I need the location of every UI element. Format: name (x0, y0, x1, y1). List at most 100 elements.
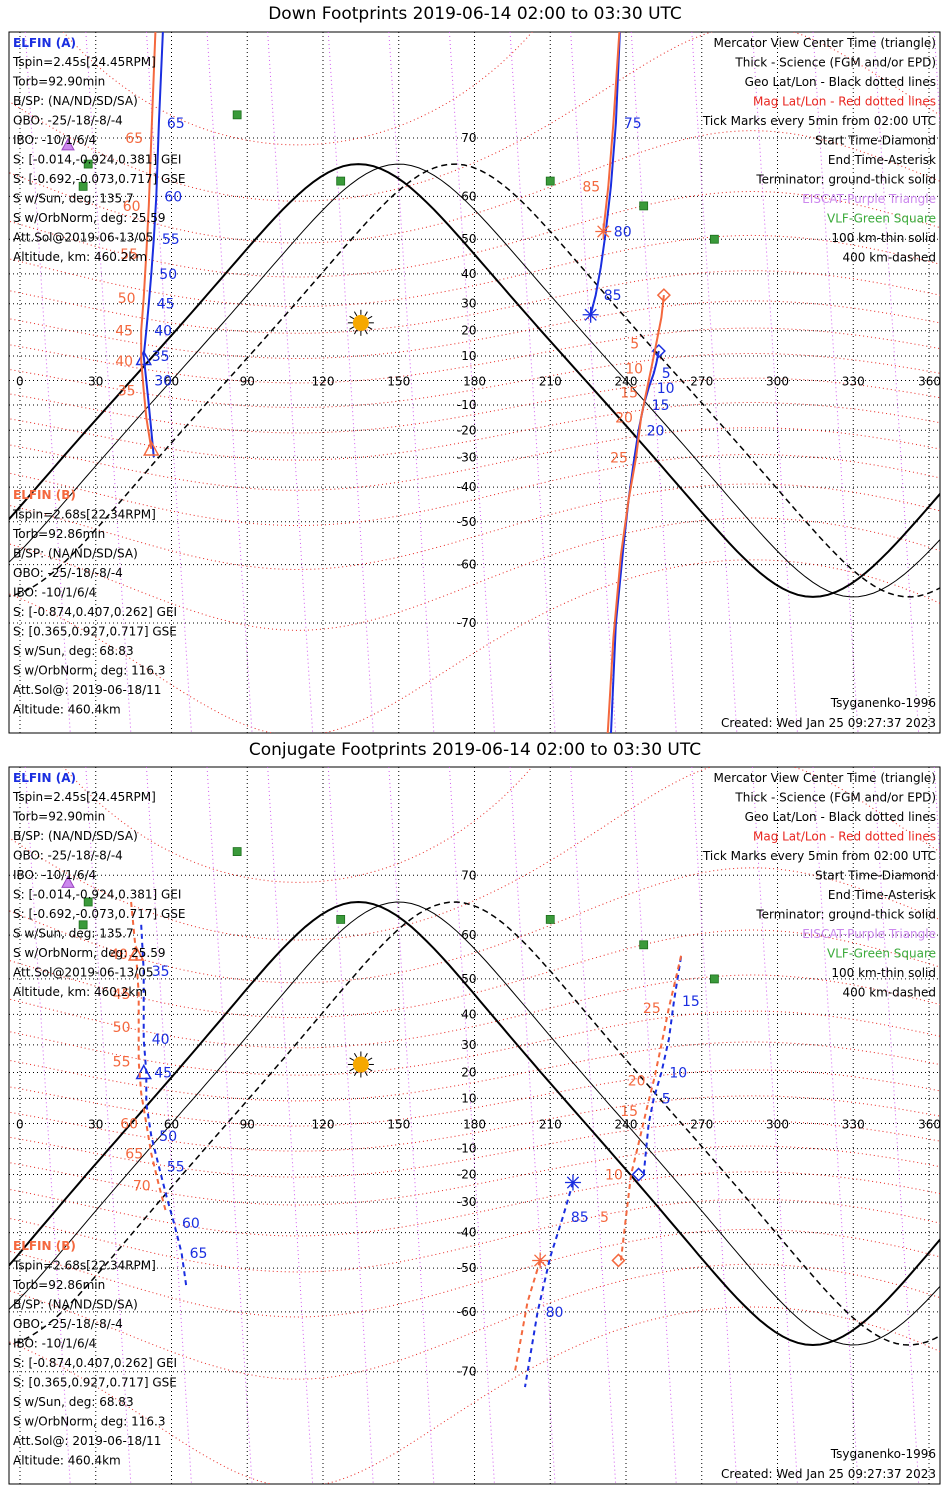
legend-entry: EISCAT-Purple Triangle (802, 927, 936, 941)
sun-icon (352, 1056, 369, 1073)
terminator-ground-curve (9, 163, 940, 598)
track-tick-label: 65 (167, 116, 185, 132)
model-label: Tsyganenko-1996 (830, 1447, 936, 1461)
elfin-b-info-line: Torb=92.86min (12, 527, 105, 541)
elfin-b-info-line: S: [-0.874,0.407,0.262] GEI (13, 1356, 177, 1370)
y-tick-label: -20 (457, 1167, 477, 1181)
x-tick-label: 60 (164, 1118, 179, 1132)
end-asterisk-marker (534, 1254, 547, 1267)
map-content: 0 30 60 90 120 150 180 210 240 270 300 330 360706050… (9, 767, 940, 1484)
track-tick-label: 55 (113, 1055, 131, 1071)
y-tick-label: 20 (461, 324, 476, 338)
x-tick-label: 180 (463, 1118, 486, 1132)
elfin-a-info-line: B/SP: (NA/ND/SD/SA) (13, 829, 138, 843)
mag-parallel (9, 1069, 940, 1127)
vlf-station-marker (83, 159, 93, 169)
track-tick-label: 45 (115, 324, 133, 340)
vlf-station-marker (545, 915, 555, 924)
end-asterisk-marker (584, 308, 597, 321)
chart-title-down: Down Footprints 2019-06-14 02:00 to 03:3… (268, 4, 682, 24)
mag-parallel (9, 234, 940, 308)
mag-parallel (62, 32, 533, 146)
created-timestamp: Created: Wed Jan 25 09:27:37 2023 (721, 1467, 936, 1481)
footprint-track-a (642, 953, 683, 1175)
y-tick-label: -40 (457, 1226, 477, 1240)
elfin-a-info-line: S w/Sun, deg: 135.7 (13, 192, 134, 206)
y-tick-label: 10 (461, 1091, 476, 1105)
mag-parallel (9, 300, 940, 360)
legend-entry: Geo Lat/Lon - Black dotted lines (745, 75, 936, 89)
sun-ray (364, 1071, 368, 1076)
x-tick-label: 300 (766, 375, 789, 389)
sun-ray (353, 311, 358, 317)
sun-ray (353, 1052, 358, 1058)
x-tick-label: 300 (766, 1118, 789, 1132)
y-tick-label: 20 (461, 1066, 476, 1080)
y-tick-label: -70 (457, 1365, 477, 1379)
track-tick-label: 20 (615, 411, 633, 427)
elfin-b-info-line: OBO: -25/-18/-8/-4 (13, 566, 123, 580)
elfin-a-info-line: Att.Sol@2019-06-13/05 (13, 966, 154, 980)
track-tick-label: 65 (125, 131, 143, 147)
vlf-station-marker (639, 201, 649, 211)
y-tick-label: -20 (457, 423, 477, 437)
legend-entry: 100 km-thin solid (831, 966, 936, 980)
mag-parallel (9, 401, 940, 461)
sun-icon (352, 314, 369, 331)
mag-parallel (9, 327, 940, 384)
center-triangle-marker (127, 945, 145, 961)
legend-entry: Mag Lat/Lon - Red dotted lines (753, 830, 936, 844)
footprint-track-b (619, 953, 683, 1261)
track-tick-label: 10 (657, 381, 675, 397)
elfin-b-info-line: Att.Sol@: 2019-06-18/11 (13, 683, 161, 697)
y-tick-label: 60 (461, 928, 476, 942)
mag-parallel (9, 453, 940, 527)
legend-entry: VLF-Green Square (827, 947, 936, 961)
elfin-a-info-line: IBO: -10/1/6/4 (13, 868, 96, 882)
map-frame (8, 766, 941, 1485)
elfin-b-info-line: Torb=92.86min (12, 1278, 105, 1292)
mag-parallel (9, 1198, 940, 1273)
end-asterisk-marker (597, 225, 610, 238)
sun-ray (353, 1071, 358, 1076)
track-tick-label: 15 (620, 1104, 638, 1120)
legend-entry: Start Time-Diamond (815, 869, 936, 883)
legend-entry: End Time-Asterisk (828, 153, 936, 167)
track-tick-label: 60 (164, 189, 182, 205)
track-tick-label: 50 (118, 291, 136, 307)
legend-entry: Terminator: ground-thick solid (755, 173, 936, 187)
mag-parallel (9, 559, 940, 733)
y-tick-label: -30 (457, 450, 477, 464)
elfin-b-info-line: S: [0.365,0.927,0.717] GSE (13, 1376, 177, 1390)
track-tick-label: 40 (154, 324, 172, 340)
x-tick-label: 150 (387, 1118, 410, 1132)
map-panel-down: 0 30 60 90 120 150 180 210 240 270 300 330 360706050… (8, 31, 941, 734)
y-tick-label: -50 (457, 1261, 477, 1275)
elfin-a-info-line: Tspin=2.45s[24.45RPM] (12, 55, 156, 69)
elfin-a-info-title: ELFIN (A) (13, 771, 76, 785)
x-tick-label: 360 (918, 375, 941, 389)
x-tick-label: 120 (312, 1118, 335, 1132)
track-tick-label: 85 (604, 288, 622, 304)
elfin-b-info-line: Altitude: 460.4km (13, 703, 121, 717)
legend-entry: Thick - Science (FGM and/or EPD) (734, 56, 936, 70)
elfin-a-info-line: S: [-0.014,-0.924,0.381] GEI (13, 888, 181, 902)
y-tick-label: 70 (461, 131, 476, 145)
vlf-station-marker (83, 897, 93, 907)
track-tick-label: 35 (118, 383, 136, 399)
track-tick-label: 25 (610, 450, 628, 466)
mag-parallel (9, 377, 940, 434)
x-tick-label: 30 (88, 375, 103, 389)
x-tick-label: 0 (16, 375, 24, 389)
track-tick-label: 10 (625, 361, 643, 377)
y-tick-label: -60 (457, 1305, 477, 1319)
legend-entry: Start Time-Diamond (815, 134, 936, 148)
elfin-a-info-line: S w/OrbNorm, deg: 25.59 (13, 946, 165, 960)
x-tick-label: 90 (240, 1118, 255, 1132)
elfin-a-info-line: S w/Sun, deg: 135.7 (13, 927, 134, 941)
footprint-track-b (513, 1260, 542, 1372)
mag-parallel (62, 767, 533, 883)
elfin-a-info-line: S: [-0.692,-0.073,0.717] GSE (13, 907, 186, 921)
x-tick-label: 210 (539, 1118, 562, 1132)
mag-parallel (9, 1263, 940, 1380)
